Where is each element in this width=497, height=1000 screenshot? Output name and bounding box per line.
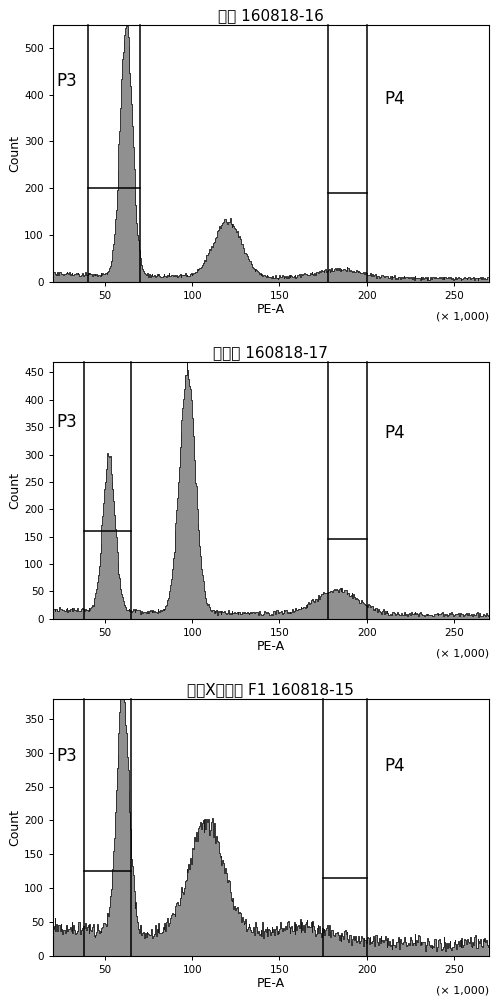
X-axis label: PE-A: PE-A — [257, 303, 285, 316]
Title: 芜蓝X红菜苔 F1 160818-15: 芜蓝X红菜苔 F1 160818-15 — [187, 682, 354, 697]
Text: P4: P4 — [384, 424, 405, 442]
X-axis label: PE-A: PE-A — [257, 640, 285, 653]
Y-axis label: Count: Count — [8, 135, 21, 172]
X-axis label: PE-A: PE-A — [257, 977, 285, 990]
Text: P3: P3 — [56, 413, 77, 431]
Title: 芜蓝 160818-16: 芜蓝 160818-16 — [218, 8, 324, 23]
Y-axis label: Count: Count — [8, 809, 21, 846]
Text: (× 1,000): (× 1,000) — [435, 985, 489, 995]
Text: P3: P3 — [56, 72, 77, 90]
Text: (× 1,000): (× 1,000) — [435, 311, 489, 321]
Text: P3: P3 — [56, 747, 77, 765]
Title: 红菜苔 160818-17: 红菜苔 160818-17 — [213, 345, 328, 360]
Y-axis label: Count: Count — [8, 472, 21, 509]
Text: (× 1,000): (× 1,000) — [435, 648, 489, 658]
Text: P4: P4 — [384, 757, 405, 775]
Text: P4: P4 — [384, 90, 405, 108]
